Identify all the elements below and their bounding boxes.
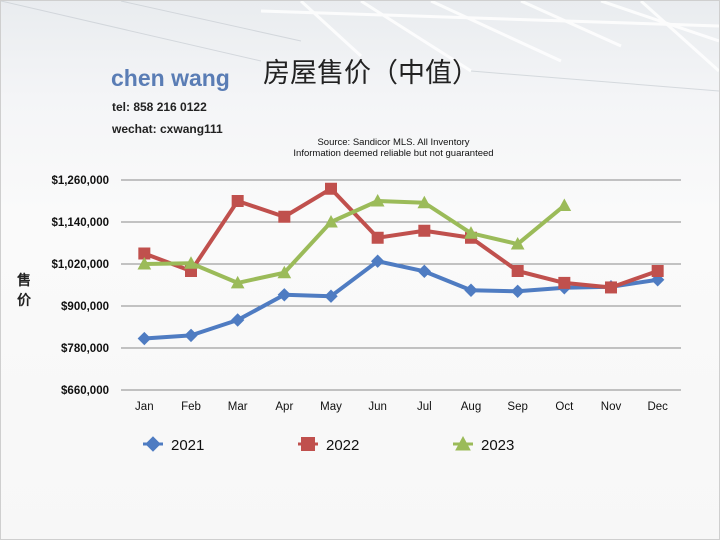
data-point-2022 xyxy=(605,281,617,294)
series-line-2021 xyxy=(144,259,658,341)
ceiling-background xyxy=(1,1,719,92)
legend-marker-2022 xyxy=(301,437,315,451)
x-tick-label: Sep xyxy=(507,401,527,413)
data-point-2023 xyxy=(510,237,525,250)
data-point-2021 xyxy=(230,313,245,327)
data-point-2023 xyxy=(184,256,198,269)
legend-marker-2023 xyxy=(455,435,471,451)
y-tick-label: $1,260,000 xyxy=(51,175,109,187)
legend-label-2023: 2023 xyxy=(481,437,514,454)
data-point-2022 xyxy=(231,195,244,207)
series-line-2022 xyxy=(143,186,659,290)
data-point-2022 xyxy=(418,224,431,237)
x-tick-label: Jun xyxy=(368,401,387,413)
data-point-2021 xyxy=(417,264,432,279)
series-line-2023 xyxy=(144,199,566,285)
x-tick-label: Nov xyxy=(601,401,622,413)
x-tick-label: Oct xyxy=(555,401,574,413)
data-point-2022 xyxy=(558,276,571,289)
data-point-2023 xyxy=(557,198,572,212)
contact-wechat: wechat: cxwang111 xyxy=(112,122,223,136)
data-point-2021 xyxy=(184,328,198,343)
data-point-2023 xyxy=(277,265,292,279)
x-tick-label: Aug xyxy=(461,401,481,413)
data-point-2021 xyxy=(137,331,152,346)
data-point-2021 xyxy=(370,254,385,268)
y-axis-label: 售价 xyxy=(17,273,31,309)
chart-title: 房屋售价（中值） xyxy=(263,58,479,89)
data-point-2023 xyxy=(370,193,385,207)
data-point-2023 xyxy=(417,195,432,209)
x-tick-label: May xyxy=(320,401,342,413)
x-tick-label: Jul xyxy=(417,401,432,413)
y-tick-label: $660,000 xyxy=(61,385,109,397)
data-point-2022 xyxy=(511,265,524,277)
data-point-2022 xyxy=(371,231,384,244)
data-point-2022 xyxy=(651,265,664,277)
contact-phone: tel: 858 216 0122 xyxy=(112,100,207,114)
disclaimer-note: Information deemed reliable but not guar… xyxy=(293,148,494,159)
x-tick-label: Mar xyxy=(228,401,248,413)
data-point-2023 xyxy=(464,226,478,239)
legend-label-2022: 2022 xyxy=(326,437,359,454)
data-point-2021 xyxy=(464,283,478,297)
y-tick-label: $900,000 xyxy=(61,301,109,313)
x-tick-label: Jan xyxy=(135,401,154,413)
data-point-2023 xyxy=(324,214,338,228)
y-tick-label: $780,000 xyxy=(61,343,109,355)
data-point-2021 xyxy=(510,284,525,299)
data-point-2022 xyxy=(325,182,337,195)
data-point-2021 xyxy=(277,288,292,302)
data-point-2023 xyxy=(230,275,245,289)
data-point-2021 xyxy=(324,289,338,303)
y-tick-label: $1,140,000 xyxy=(51,217,109,229)
y-tick-label: $1,020,000 xyxy=(51,259,109,271)
data-point-2022 xyxy=(278,210,291,223)
author-name: chen wang xyxy=(111,65,230,91)
source-note: Source: Sandicor MLS. All Inventory xyxy=(317,137,470,148)
legend-marker-2021 xyxy=(145,436,161,452)
x-tick-label: Feb xyxy=(181,401,201,413)
legend-label-2021: 2021 xyxy=(171,437,204,454)
x-tick-label: Dec xyxy=(647,401,668,413)
data-point-2023 xyxy=(137,256,152,270)
x-tick-label: Apr xyxy=(275,401,293,413)
